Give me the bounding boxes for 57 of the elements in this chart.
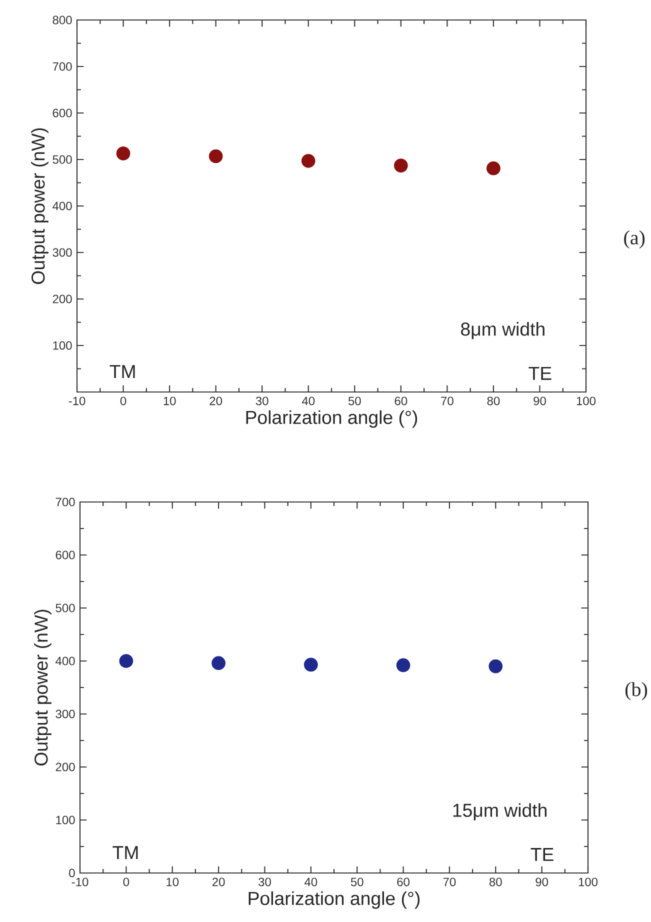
x-tick-label: 70 bbox=[441, 396, 454, 406]
annotation: TE bbox=[530, 848, 554, 861]
annotation: TM bbox=[112, 846, 138, 860]
y-tick-label: 500 bbox=[52, 155, 72, 164]
x-tick-label: 50 bbox=[348, 396, 361, 406]
x-tick-label: 0 bbox=[123, 878, 130, 886]
y-tick-label: 500 bbox=[56, 604, 75, 612]
x-tick-label: 20 bbox=[210, 396, 222, 406]
x-tick-label: 10 bbox=[166, 878, 179, 886]
y-tick-label: 600 bbox=[52, 108, 72, 118]
x-tick-label: 100 bbox=[576, 396, 596, 406]
point bbox=[394, 158, 408, 172]
x-tick-label: 40 bbox=[304, 878, 318, 886]
point bbox=[301, 154, 316, 168]
y-tick-label: 400 bbox=[52, 202, 72, 210]
point bbox=[486, 161, 500, 176]
text: (a) bbox=[624, 230, 645, 249]
x-tick-label: 100 bbox=[578, 878, 598, 886]
y-tick-label: 0 bbox=[69, 868, 75, 878]
annotation: TE bbox=[528, 366, 552, 380]
y-tick-label: 800 bbox=[52, 16, 72, 24]
x-tick-label: 70 bbox=[443, 878, 456, 886]
y-tick-label: 100 bbox=[53, 341, 72, 350]
x-tick-label: 80 bbox=[489, 878, 502, 886]
x-tick-label: 20 bbox=[212, 878, 225, 886]
x-tick-label: -10 bbox=[68, 396, 86, 406]
y-tick-label: 100 bbox=[56, 816, 75, 824]
x-tick-label: 10 bbox=[164, 396, 176, 406]
x-tick-label: -10 bbox=[72, 878, 88, 886]
x-tick-label: 90 bbox=[534, 396, 546, 406]
x-axis-title: Polarization angle (°) bbox=[248, 891, 420, 909]
y-tick-label: 700 bbox=[56, 498, 75, 506]
y-tick-label: 700 bbox=[52, 62, 72, 71]
x-tick-label: 90 bbox=[536, 878, 548, 886]
point bbox=[116, 146, 130, 160]
x-tick-label: 60 bbox=[394, 396, 408, 406]
annotation: TM bbox=[110, 365, 135, 378]
y-tick-label: 600 bbox=[56, 550, 75, 560]
x-tick-label: 30 bbox=[258, 878, 271, 886]
y-tick-label: 200 bbox=[52, 294, 72, 304]
x-tick-label: 30 bbox=[256, 396, 268, 406]
x-tick-label: 80 bbox=[487, 396, 500, 406]
x-tick-label: 60 bbox=[397, 878, 410, 886]
y-axis-title: Output power (nW) bbox=[31, 128, 48, 284]
annotation: 8μm width bbox=[461, 322, 544, 340]
x-tick-label: 40 bbox=[302, 396, 315, 406]
x-tick-label: 0 bbox=[120, 396, 126, 406]
x-axis-title: Polarization angle (°) bbox=[246, 410, 418, 428]
y-tick-label: 400 bbox=[56, 656, 75, 666]
y-tick-label: 200 bbox=[56, 762, 75, 772]
text: (b) bbox=[625, 682, 648, 700]
point bbox=[208, 149, 223, 164]
y-axis-title: Output power (nW) bbox=[34, 610, 52, 766]
y-tick-label: 300 bbox=[52, 248, 72, 257]
x-tick-label: 50 bbox=[350, 878, 364, 886]
y-tick-label: 300 bbox=[56, 710, 75, 718]
annotation: 15μm width bbox=[453, 803, 546, 820]
